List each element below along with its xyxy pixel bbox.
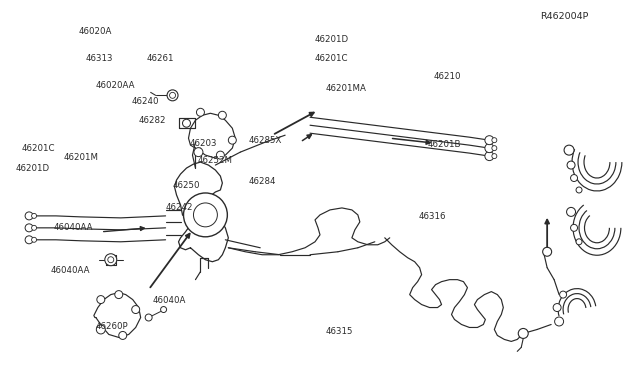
Circle shape bbox=[119, 331, 127, 339]
Circle shape bbox=[31, 237, 36, 242]
Circle shape bbox=[25, 236, 33, 244]
Circle shape bbox=[194, 148, 203, 157]
Text: 46313: 46313 bbox=[85, 54, 113, 62]
Text: 46252M: 46252M bbox=[198, 156, 232, 165]
Text: 46040AA: 46040AA bbox=[51, 266, 90, 275]
Circle shape bbox=[228, 136, 236, 144]
Circle shape bbox=[145, 314, 152, 321]
Circle shape bbox=[31, 214, 36, 218]
Circle shape bbox=[193, 203, 218, 227]
Circle shape bbox=[161, 307, 166, 312]
Text: 46284: 46284 bbox=[248, 177, 276, 186]
Circle shape bbox=[97, 325, 106, 334]
Circle shape bbox=[184, 193, 227, 237]
Text: 46240: 46240 bbox=[132, 97, 159, 106]
Text: 46210: 46210 bbox=[433, 72, 461, 81]
Circle shape bbox=[216, 151, 225, 159]
Text: 46242: 46242 bbox=[166, 203, 193, 212]
Text: 46201C: 46201C bbox=[315, 54, 348, 62]
Text: 46250: 46250 bbox=[172, 182, 200, 190]
Text: 46201M: 46201M bbox=[64, 153, 99, 161]
Circle shape bbox=[25, 224, 33, 232]
Circle shape bbox=[485, 144, 494, 153]
Circle shape bbox=[115, 291, 123, 299]
Circle shape bbox=[571, 224, 577, 231]
Text: 46201D: 46201D bbox=[15, 164, 49, 173]
Circle shape bbox=[492, 154, 497, 158]
Text: 46201C: 46201C bbox=[22, 144, 55, 153]
Circle shape bbox=[559, 291, 566, 298]
Circle shape bbox=[97, 296, 105, 304]
Circle shape bbox=[485, 152, 494, 161]
Circle shape bbox=[543, 247, 552, 256]
Circle shape bbox=[576, 239, 582, 245]
Text: R462004P: R462004P bbox=[540, 12, 588, 21]
Circle shape bbox=[196, 108, 204, 116]
Text: 46316: 46316 bbox=[419, 212, 446, 221]
Circle shape bbox=[555, 317, 564, 326]
Circle shape bbox=[576, 187, 582, 193]
Circle shape bbox=[167, 90, 178, 101]
Circle shape bbox=[571, 174, 577, 182]
Text: 46201MA: 46201MA bbox=[325, 84, 366, 93]
Circle shape bbox=[170, 92, 175, 98]
Text: 46020A: 46020A bbox=[79, 26, 113, 36]
Circle shape bbox=[492, 146, 497, 151]
Circle shape bbox=[31, 225, 36, 230]
Text: 46315: 46315 bbox=[325, 327, 353, 336]
Text: 46260P: 46260P bbox=[95, 321, 128, 331]
Text: 46261: 46261 bbox=[147, 54, 174, 62]
Text: 46020AA: 46020AA bbox=[95, 81, 135, 90]
Circle shape bbox=[182, 119, 191, 127]
Text: 46201D: 46201D bbox=[315, 35, 349, 44]
Circle shape bbox=[485, 136, 494, 145]
Circle shape bbox=[105, 254, 116, 266]
Text: 46201B: 46201B bbox=[427, 140, 461, 149]
Circle shape bbox=[492, 138, 497, 143]
Text: 46040A: 46040A bbox=[153, 296, 186, 305]
Circle shape bbox=[564, 145, 574, 155]
Text: 46285X: 46285X bbox=[248, 136, 282, 145]
Text: 46203: 46203 bbox=[189, 139, 217, 148]
Circle shape bbox=[566, 208, 575, 217]
Circle shape bbox=[108, 257, 114, 263]
Circle shape bbox=[553, 304, 561, 311]
Text: 46282: 46282 bbox=[138, 116, 166, 125]
Circle shape bbox=[25, 212, 33, 220]
Circle shape bbox=[132, 305, 140, 314]
Circle shape bbox=[567, 161, 575, 169]
Text: 46040AA: 46040AA bbox=[54, 223, 93, 232]
Circle shape bbox=[218, 111, 227, 119]
Circle shape bbox=[518, 328, 528, 339]
